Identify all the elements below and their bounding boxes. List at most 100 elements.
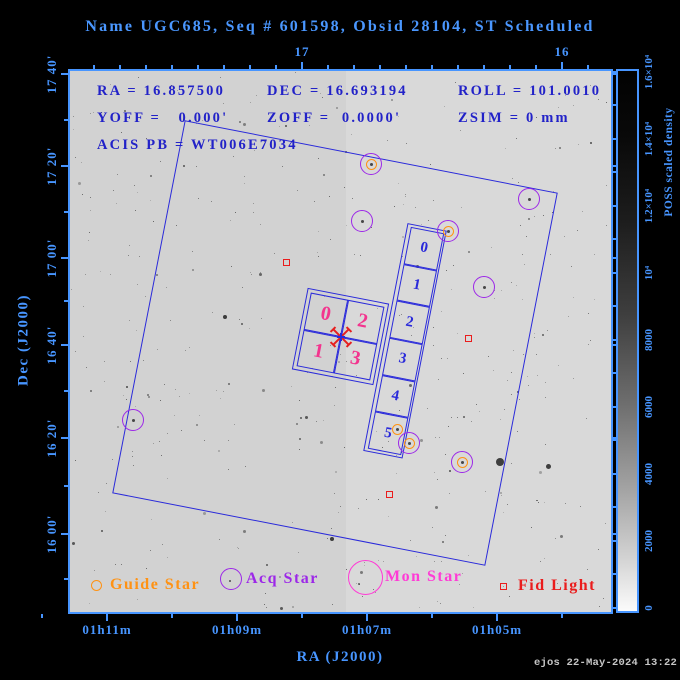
acq-star-marker <box>451 451 473 473</box>
field-star <box>332 603 334 605</box>
field-star <box>75 350 77 352</box>
field-star <box>449 492 451 494</box>
field-star <box>237 547 239 549</box>
x-axis-bottom-minor-tick <box>561 614 563 618</box>
field-star <box>334 387 336 389</box>
field-star <box>440 310 442 312</box>
field-star <box>243 529 247 533</box>
field-star <box>183 165 186 168</box>
field-star <box>577 229 579 231</box>
field-star <box>605 185 607 187</box>
legend-fid-swatch <box>499 582 507 590</box>
field-star <box>134 184 136 186</box>
field-star <box>511 463 513 465</box>
field-star <box>253 203 255 205</box>
colorbar-tick-label: 10⁴ <box>643 265 655 281</box>
field-star <box>75 459 77 461</box>
field-star <box>538 471 542 475</box>
field-star <box>166 556 168 558</box>
field-star <box>521 253 523 255</box>
x-axis-top-minor-tick <box>379 65 381 69</box>
field-star <box>516 430 518 432</box>
field-star <box>317 251 319 253</box>
x-axis-bottom-minor-tick <box>431 614 433 618</box>
colorbar-minor-tick <box>613 305 616 307</box>
field-star <box>572 296 574 298</box>
field-star <box>282 165 284 167</box>
field-star <box>539 560 541 562</box>
field-star <box>468 555 470 557</box>
field-star <box>92 112 94 114</box>
field-star <box>263 603 265 605</box>
field-star <box>549 254 551 256</box>
field-star <box>112 190 114 192</box>
field-star <box>597 548 599 550</box>
field-star <box>196 423 199 426</box>
field-star <box>139 256 141 258</box>
field-star <box>188 392 190 394</box>
field-star <box>176 89 178 91</box>
guide-star-marker <box>442 225 454 237</box>
field-star <box>547 117 549 119</box>
field-star <box>570 266 572 268</box>
acis-s-chip-label: 3 <box>397 350 408 368</box>
field-star <box>132 451 134 453</box>
field-star <box>378 560 380 562</box>
field-star <box>535 117 537 119</box>
field-star <box>475 403 477 405</box>
field-star <box>145 137 147 139</box>
field-star <box>188 347 190 349</box>
field-star <box>328 196 330 198</box>
field-star <box>420 438 424 442</box>
field-star <box>343 447 345 449</box>
x-axis-top-major-tick <box>301 62 303 69</box>
field-star <box>398 409 400 411</box>
field-star <box>567 315 569 317</box>
field-star <box>260 224 262 226</box>
colorbar-tick-label: 6000 <box>643 396 655 418</box>
field-star <box>435 436 437 438</box>
field-star <box>586 569 588 571</box>
field-star <box>330 238 332 240</box>
field-star <box>401 256 403 258</box>
fid-light-marker <box>282 258 290 266</box>
field-star <box>132 464 134 466</box>
y-axis-minor-tick <box>64 119 68 121</box>
y-axis-major-tick <box>61 165 68 167</box>
field-star <box>480 91 482 93</box>
field-star <box>222 103 224 105</box>
y-axis-tick-label: 17 40' <box>44 54 59 94</box>
field-star <box>588 313 590 315</box>
field-star <box>390 98 393 101</box>
field-star <box>573 105 575 107</box>
field-star <box>279 607 283 611</box>
field-star <box>387 140 389 142</box>
field-star <box>556 582 558 584</box>
colorbar-minor-tick <box>613 104 616 106</box>
field-star <box>299 416 302 419</box>
field-star <box>129 320 131 322</box>
field-star <box>338 361 341 364</box>
field-star <box>415 207 417 209</box>
field-star <box>544 443 546 445</box>
legend-guide-swatch <box>90 579 102 591</box>
field-star <box>377 498 379 500</box>
x-axis-top-label: 17 <box>294 44 310 59</box>
field-star <box>147 393 150 396</box>
guide-star-marker <box>456 456 468 468</box>
field-star <box>149 200 151 202</box>
field-star <box>306 371 308 373</box>
field-star <box>402 204 404 205</box>
field-star <box>232 156 234 158</box>
field-star <box>299 448 301 450</box>
field-star <box>261 389 265 393</box>
field-star <box>291 521 293 523</box>
colorbar-tick-label: 2000 <box>643 530 655 552</box>
field-star <box>198 415 200 417</box>
field-star <box>493 297 495 299</box>
colorbar-tick-label: 4000 <box>643 463 655 485</box>
field-star <box>523 264 525 266</box>
acis-s-chip-label: 2 <box>404 313 415 331</box>
field-star <box>316 421 318 423</box>
field-star <box>278 575 281 578</box>
